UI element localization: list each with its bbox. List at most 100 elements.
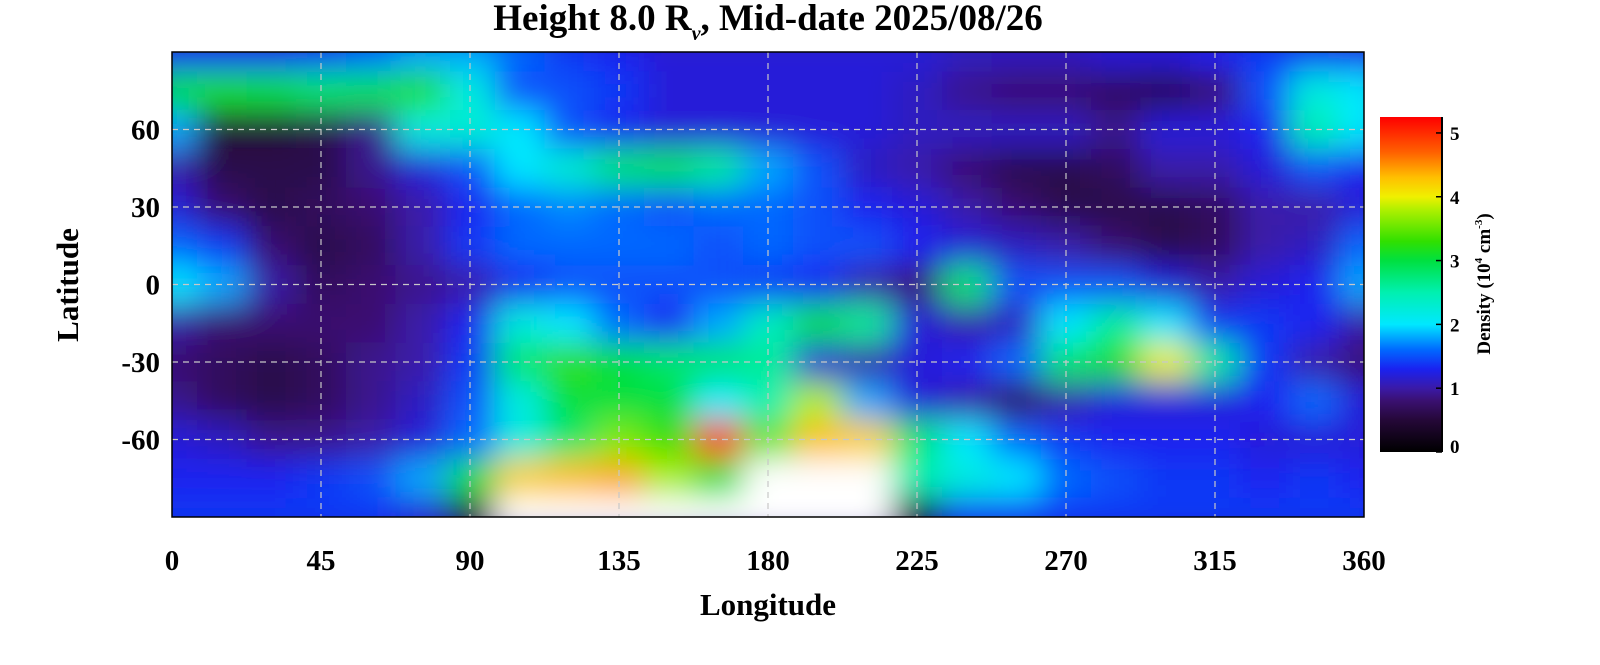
heatmap-cell — [643, 148, 695, 189]
heatmap-cell — [1090, 381, 1142, 422]
heatmap-cell — [494, 226, 546, 267]
heatmap-cell — [643, 458, 695, 499]
heatmap-cell — [246, 381, 298, 422]
x-tick-label: 0 — [165, 545, 180, 577]
heatmap-cell — [395, 226, 447, 267]
heatmap-cell — [246, 148, 298, 189]
heatmap-cell — [1239, 381, 1291, 422]
heatmap-cell — [842, 148, 894, 189]
heatmap-cell — [196, 458, 248, 499]
heatmap-cell — [643, 226, 695, 267]
heatmap-cell — [1190, 52, 1241, 73]
heatmap-cell — [172, 458, 198, 499]
heatmap-cell — [594, 52, 645, 73]
heatmap-cell — [246, 226, 298, 267]
heatmap-cell — [172, 497, 198, 517]
heatmap-cell — [693, 226, 745, 267]
heatmap-cell — [842, 71, 894, 112]
heatmap-cell — [842, 458, 894, 499]
heatmap-cell — [693, 148, 745, 189]
heatmap-cell — [1339, 148, 1364, 189]
heatmap-cell — [395, 458, 447, 499]
heatmap-cell — [494, 148, 546, 189]
heatmap-cell — [991, 381, 1043, 422]
colorbar-tick-label: 0 — [1450, 437, 1460, 458]
heatmap-cell — [345, 381, 397, 422]
colorbar-label-main: Density (10 — [1474, 263, 1495, 354]
heatmap-cell — [395, 381, 447, 422]
heatmap-cell — [643, 52, 695, 73]
heatmap-cell — [395, 52, 447, 73]
heatmap-cell — [991, 71, 1043, 112]
chart-title-main: Height 8.0 R — [493, 0, 693, 39]
heatmap-cell — [345, 458, 397, 499]
colorbar-label-exp2: -3 — [1473, 219, 1485, 229]
heatmap-cell — [1289, 226, 1341, 267]
heatmap-cell — [643, 71, 695, 112]
x-axis-ticks: 0 45 90 135 180 225 270 315 360 — [165, 545, 1386, 577]
heatmap-cell — [172, 303, 198, 344]
heatmap-cell — [196, 226, 248, 267]
heatmap-cell — [1239, 52, 1291, 73]
heatmap-cell — [494, 497, 546, 517]
x-tick-label: 225 — [895, 545, 939, 577]
heatmap-cell — [941, 381, 993, 422]
heatmap-cell — [246, 458, 298, 499]
heatmap-cell — [246, 52, 298, 73]
heatmap-cell — [345, 226, 397, 267]
heatmap-cell — [544, 71, 596, 112]
grid-lines — [172, 52, 1364, 517]
heatmap-cell — [1289, 71, 1341, 112]
heatmap-cell — [1339, 381, 1364, 422]
heatmap-cell — [345, 497, 397, 517]
heatmap-cell — [494, 458, 546, 499]
heatmap-cell — [395, 303, 447, 344]
y-axis-ticks: 60 30 0 -30 -60 — [121, 115, 160, 457]
colorbar-label-exp1: 4 — [1473, 257, 1485, 263]
heatmap-cell — [345, 71, 397, 112]
heatmap-cell — [544, 226, 596, 267]
heatmap-cell — [643, 497, 695, 517]
chart-title-suffix: , Mid-date 2025/08/26 — [701, 0, 1043, 39]
colorbar-label-mid: cm — [1474, 229, 1495, 258]
heatmap-cell — [1140, 458, 1192, 499]
heatmap-cell — [246, 497, 298, 517]
heatmap-cell — [296, 52, 347, 73]
heatmap-cell — [1140, 71, 1192, 112]
heatmap-cell — [892, 52, 943, 73]
heatmap-cell — [1239, 226, 1291, 267]
chart-title-subscript: ν — [692, 23, 702, 45]
heatmap-cell — [792, 303, 844, 344]
heatmap-cell — [991, 303, 1043, 344]
heatmap-cell — [445, 52, 496, 73]
heatmap-cell — [792, 497, 844, 517]
colorbar-tick-label: 1 — [1450, 379, 1460, 400]
heatmap-cell — [842, 497, 894, 517]
heatmap-cell — [544, 52, 596, 73]
heatmap-cell — [1339, 303, 1364, 344]
heatmap-cell — [494, 71, 546, 112]
heatmap-cell — [1090, 458, 1142, 499]
heatmap-cell — [941, 303, 993, 344]
heatmap-cell — [941, 71, 993, 112]
heatmap-cell — [743, 52, 794, 73]
heatmap-cell — [792, 148, 844, 189]
heatmap-cell — [172, 381, 198, 422]
heatmap-cell — [1140, 381, 1192, 422]
y-tick-label: 30 — [131, 192, 160, 224]
y-tick-label: 60 — [131, 115, 160, 147]
plot-area — [172, 52, 1364, 517]
heatmap-cell — [1090, 226, 1142, 267]
heatmap-cell — [1239, 497, 1291, 517]
heatmap-cell — [991, 497, 1043, 517]
heatmap-cell — [395, 148, 447, 189]
heatmap-cell — [1239, 303, 1291, 344]
heatmap-cell — [842, 52, 894, 73]
heatmap-cell — [1239, 71, 1291, 112]
heatmap-cell — [494, 303, 546, 344]
heatmap-cell — [1289, 303, 1341, 344]
colorbar-tick-label: 5 — [1450, 124, 1460, 145]
heatmap-cell — [991, 148, 1043, 189]
heatmap-cell — [1289, 148, 1341, 189]
